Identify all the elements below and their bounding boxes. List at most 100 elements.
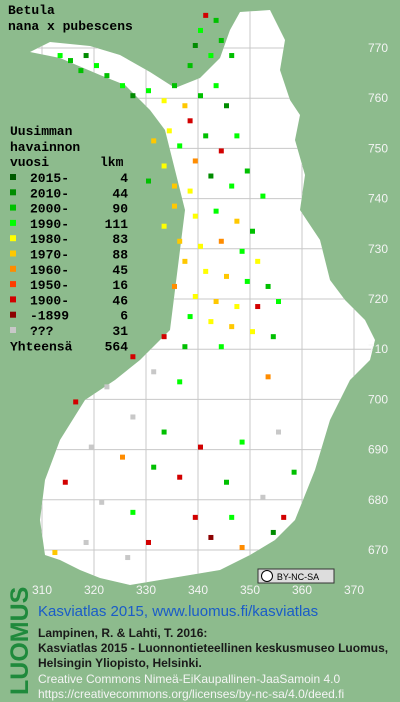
record-cell <box>172 183 177 189</box>
record-cell <box>130 93 136 99</box>
record-cell <box>172 83 177 89</box>
record-cell <box>94 63 99 69</box>
record-cell <box>198 27 203 33</box>
y-tick-label: 700 <box>368 392 388 406</box>
legend-count: 46 <box>112 293 128 308</box>
record-cell <box>177 143 183 149</box>
record-cell <box>187 314 193 320</box>
legend-count: 88 <box>112 248 128 263</box>
record-cell <box>198 93 203 99</box>
y-tick-label: 740 <box>368 192 388 206</box>
logo: LUOMUS <box>6 587 34 695</box>
record-cell <box>161 334 167 340</box>
record-cell <box>198 243 203 249</box>
legend-count: 6 <box>120 309 128 324</box>
record-cell <box>229 514 235 520</box>
title-line: nana x pubescens <box>8 19 133 34</box>
legend-swatch <box>10 204 16 211</box>
record-cell <box>239 248 245 254</box>
record-cell <box>83 53 89 59</box>
record-cell <box>78 68 84 74</box>
y-tick-label: 690 <box>368 443 388 457</box>
record-cell <box>213 17 219 23</box>
record-cell <box>250 329 255 335</box>
x-tick-label: 340 <box>188 583 208 597</box>
record-cell <box>177 474 183 480</box>
record-cell <box>281 514 287 520</box>
record-cell <box>182 258 188 264</box>
license-badge: BY-NC-SA <box>257 568 335 584</box>
record-cell <box>234 304 240 310</box>
record-cell <box>239 439 245 445</box>
record-cell <box>265 283 271 289</box>
record-cell <box>62 479 68 485</box>
record-cell <box>130 509 136 515</box>
record-cell <box>130 414 136 420</box>
record-cell <box>192 213 198 219</box>
record-cell <box>203 268 209 274</box>
record-cell <box>260 494 266 500</box>
legend-swatch <box>10 250 16 257</box>
legend-swatch <box>10 189 16 196</box>
record-cell <box>57 53 63 59</box>
record-cell <box>265 374 271 380</box>
record-cell <box>88 444 94 450</box>
record-cell <box>213 208 219 214</box>
record-cell <box>125 555 131 561</box>
record-cell <box>146 88 151 94</box>
record-cell <box>208 319 214 325</box>
x-tick-label: 320 <box>84 583 104 597</box>
record-cell <box>192 294 198 299</box>
record-cell <box>52 550 58 556</box>
record-cell <box>192 514 198 520</box>
record-cell <box>192 158 198 164</box>
legend-label: 1950- <box>30 278 69 293</box>
record-cell <box>68 58 73 64</box>
record-cell <box>151 369 157 375</box>
record-cell <box>224 479 229 485</box>
x-tick-label: 350 <box>240 583 260 597</box>
record-cell <box>234 218 240 224</box>
country-shape <box>30 10 375 585</box>
citation: Helsingin Yliopisto, Helsinki. <box>38 656 202 670</box>
record-cell <box>213 299 219 305</box>
x-tick-label: 330 <box>136 583 156 597</box>
legend-swatch <box>10 174 16 180</box>
badge-box <box>257 568 335 584</box>
legend-heading: havainnon <box>10 140 80 155</box>
x-tick-label: 310 <box>32 583 52 597</box>
legend-label: 1970- <box>30 248 69 263</box>
record-cell <box>177 238 183 244</box>
x-tick-label: 370 <box>344 583 364 597</box>
cells <box>52 12 297 561</box>
record-cell <box>270 529 276 535</box>
record-cell <box>161 223 167 229</box>
record-cell <box>208 534 214 540</box>
legend-count: 31 <box>112 324 128 339</box>
link[interactable]: Kasviatlas 2015, www.luomus.fi/kasviatla… <box>38 603 318 620</box>
legend-count-heading: lkm <box>100 155 124 170</box>
x-tick-label: 360 <box>292 583 312 597</box>
legend-label: 2015- <box>30 171 69 186</box>
record-cell <box>218 37 224 43</box>
record-cell <box>203 133 209 139</box>
record-cell <box>224 103 229 109</box>
record-cell <box>182 344 188 350</box>
y-tick-label: 760 <box>368 91 388 105</box>
license-url[interactable]: https://creativecommons.org/licenses/by-… <box>38 687 344 701</box>
record-cell <box>218 148 224 154</box>
record-cell <box>161 98 167 104</box>
record-cell <box>177 379 183 385</box>
legend-heading: vuosi <box>10 155 49 170</box>
record-cell <box>146 539 151 545</box>
cc-icon <box>261 570 273 582</box>
record-cell <box>291 469 297 475</box>
title-line: Betula <box>8 3 55 18</box>
legend-swatch <box>10 235 16 242</box>
legend-swatch <box>10 296 16 303</box>
record-cell <box>229 324 235 330</box>
legend-heading: Uusimman <box>10 124 73 139</box>
y-tick-label: 710 <box>368 342 388 356</box>
legend-label: 1900- <box>30 293 69 308</box>
